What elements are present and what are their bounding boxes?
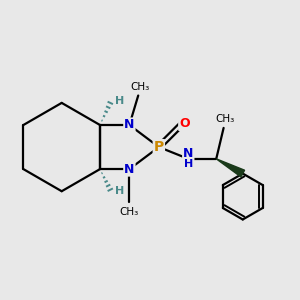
Text: N: N xyxy=(183,147,194,160)
Text: CH₃: CH₃ xyxy=(130,82,149,92)
Text: H: H xyxy=(115,186,124,196)
Text: N: N xyxy=(124,118,135,131)
Text: P: P xyxy=(154,140,164,154)
Text: N: N xyxy=(124,163,135,176)
Text: O: O xyxy=(179,117,190,130)
Text: CH₃: CH₃ xyxy=(120,207,139,217)
Text: H: H xyxy=(184,159,193,169)
Polygon shape xyxy=(216,159,244,177)
Text: CH₃: CH₃ xyxy=(215,114,235,124)
Text: H: H xyxy=(115,96,124,106)
